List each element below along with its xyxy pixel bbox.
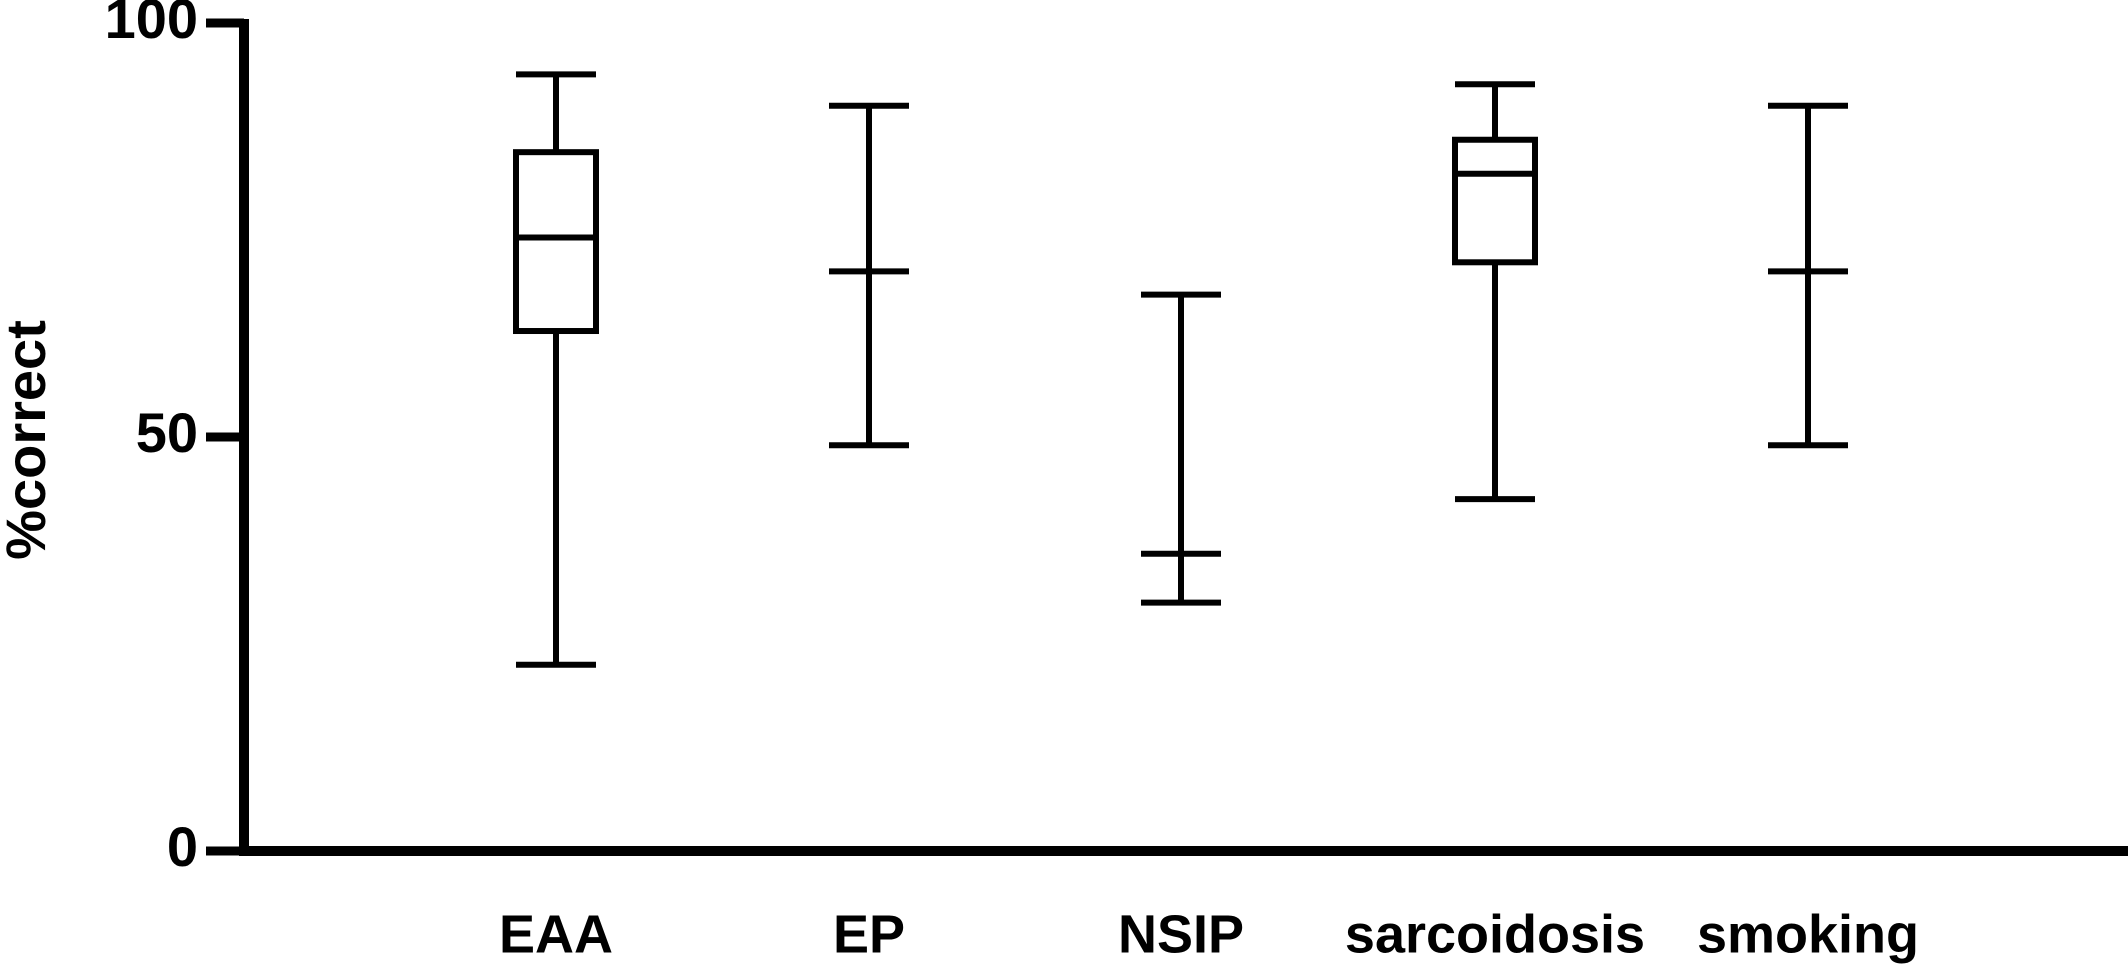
x-tick-label: NSIP xyxy=(1118,904,1244,964)
box xyxy=(513,149,599,335)
box xyxy=(1452,136,1538,266)
x-tick-label: sarcoidosis xyxy=(1345,904,1645,964)
y-tick-label: 0 xyxy=(167,815,198,878)
x-tick-label: EAA xyxy=(499,904,613,964)
y-axis-label: %correct xyxy=(0,320,57,560)
y-tick-label: 100 xyxy=(105,0,198,50)
x-tick-label: EP xyxy=(833,904,905,964)
x-tick-label: smoking xyxy=(1697,904,1919,964)
y-tick-label: 50 xyxy=(136,401,198,464)
